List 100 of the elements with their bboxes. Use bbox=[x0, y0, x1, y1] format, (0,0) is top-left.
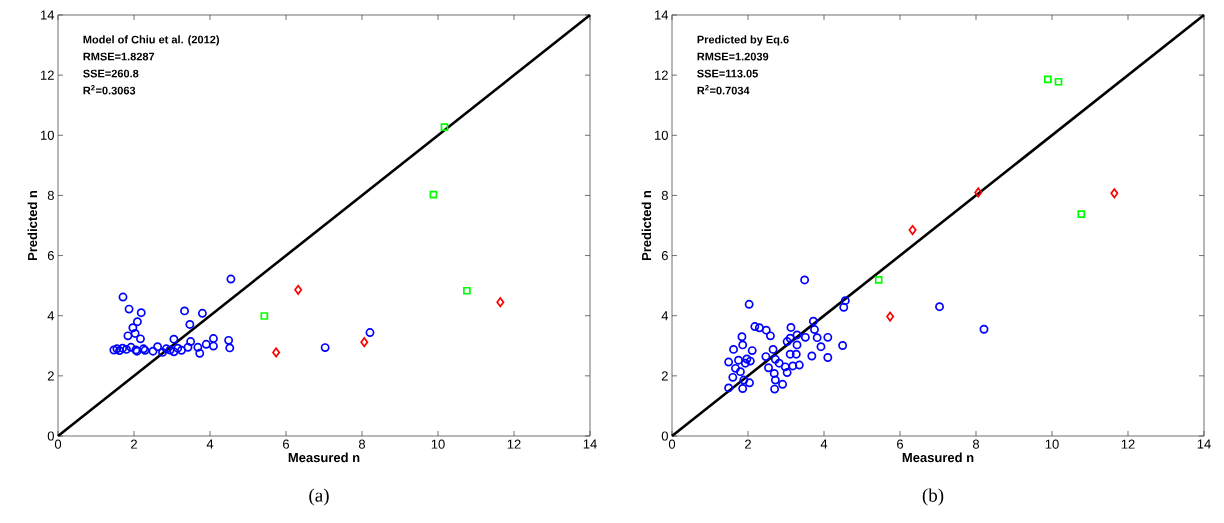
point bbox=[768, 344, 778, 354]
point bbox=[731, 363, 740, 373]
y-tick-label: 0 bbox=[661, 431, 668, 441]
point bbox=[186, 337, 196, 347]
point bbox=[974, 187, 983, 198]
point bbox=[750, 322, 760, 331]
x-tick-label: 12 bbox=[507, 439, 521, 449]
point bbox=[158, 347, 167, 357]
point bbox=[728, 372, 738, 382]
point bbox=[747, 346, 757, 356]
point bbox=[738, 340, 748, 350]
x-tick-label: 0 bbox=[54, 439, 62, 449]
y-tick-label: 6 bbox=[47, 250, 54, 261]
point bbox=[185, 319, 195, 329]
point bbox=[734, 355, 743, 365]
point bbox=[788, 361, 798, 371]
point bbox=[272, 347, 281, 358]
point bbox=[260, 312, 269, 320]
x-axis-title: Measured n bbox=[902, 452, 974, 463]
point bbox=[816, 342, 826, 352]
point bbox=[463, 286, 471, 295]
point bbox=[764, 363, 773, 373]
point bbox=[840, 296, 850, 306]
point bbox=[782, 337, 792, 347]
point bbox=[737, 332, 747, 342]
point bbox=[754, 323, 764, 333]
point bbox=[161, 344, 171, 354]
x-tick-label: 8 bbox=[358, 439, 366, 449]
point bbox=[979, 324, 989, 334]
point bbox=[148, 346, 158, 356]
point bbox=[745, 378, 754, 388]
point bbox=[782, 368, 792, 377]
point bbox=[1110, 188, 1119, 199]
point bbox=[177, 345, 186, 355]
point bbox=[792, 330, 802, 340]
point bbox=[130, 329, 140, 338]
point bbox=[810, 325, 819, 334]
annotation: Model of Chiu et al. (2012) bbox=[83, 35, 219, 46]
point bbox=[738, 384, 748, 393]
point bbox=[761, 352, 771, 362]
point bbox=[173, 343, 183, 353]
point bbox=[320, 343, 330, 353]
y-axis-title: Predicted n bbox=[641, 190, 652, 261]
x-tick-label: 10 bbox=[431, 439, 445, 449]
annotation: RMSE=1.2039 bbox=[697, 52, 769, 61]
point bbox=[132, 317, 142, 327]
y-tick-label: 10 bbox=[655, 130, 668, 140]
point bbox=[136, 334, 145, 344]
point bbox=[123, 331, 133, 341]
point bbox=[791, 349, 801, 359]
point bbox=[429, 190, 438, 199]
y-tick-label: 2 bbox=[47, 371, 54, 381]
point bbox=[780, 362, 790, 372]
x-axis-title: Measured n bbox=[288, 452, 360, 463]
x-tick-label: 2 bbox=[131, 439, 137, 449]
point bbox=[823, 332, 833, 342]
y-tick-label: 4 bbox=[47, 311, 55, 321]
y-tick-label: 8 bbox=[47, 190, 54, 201]
point bbox=[1043, 75, 1052, 84]
point bbox=[136, 308, 146, 318]
point bbox=[794, 360, 804, 370]
point bbox=[1077, 210, 1086, 218]
x-tick-label: 6 bbox=[283, 439, 290, 449]
x-tick-label: 6 bbox=[897, 439, 904, 449]
point bbox=[792, 340, 802, 350]
point bbox=[197, 308, 207, 318]
point bbox=[360, 337, 369, 348]
x-tick-label: 4 bbox=[206, 439, 214, 449]
point bbox=[886, 311, 895, 322]
point bbox=[128, 323, 138, 333]
point bbox=[807, 351, 817, 361]
y-tick-label: 12 bbox=[41, 70, 54, 80]
y-tick-label: 12 bbox=[655, 70, 668, 80]
point bbox=[812, 333, 822, 343]
point bbox=[118, 292, 128, 302]
point bbox=[770, 354, 780, 364]
x-tick-label: 14 bbox=[583, 439, 597, 449]
point bbox=[774, 358, 784, 368]
point bbox=[1054, 77, 1063, 86]
point bbox=[740, 358, 750, 368]
annotation: Predicted by Eq.6 bbox=[697, 35, 789, 46]
point bbox=[226, 274, 236, 284]
y-tick-label: 14 bbox=[655, 10, 669, 20]
point bbox=[724, 357, 734, 367]
point bbox=[208, 334, 218, 344]
x-tick-label: 2 bbox=[745, 439, 751, 449]
point bbox=[838, 341, 848, 350]
point bbox=[785, 333, 795, 343]
point bbox=[769, 369, 779, 378]
y-tick-label: 8 bbox=[661, 190, 668, 201]
point bbox=[770, 375, 780, 385]
point bbox=[195, 348, 205, 358]
point bbox=[440, 123, 449, 132]
point bbox=[770, 384, 780, 394]
x-tick-label: 10 bbox=[1045, 439, 1059, 449]
y-tick-label: 0 bbox=[47, 431, 54, 441]
point bbox=[193, 342, 203, 352]
point bbox=[180, 306, 189, 316]
annotation: SSE=113.05 bbox=[697, 69, 758, 78]
y-tick-label: 10 bbox=[41, 130, 54, 140]
